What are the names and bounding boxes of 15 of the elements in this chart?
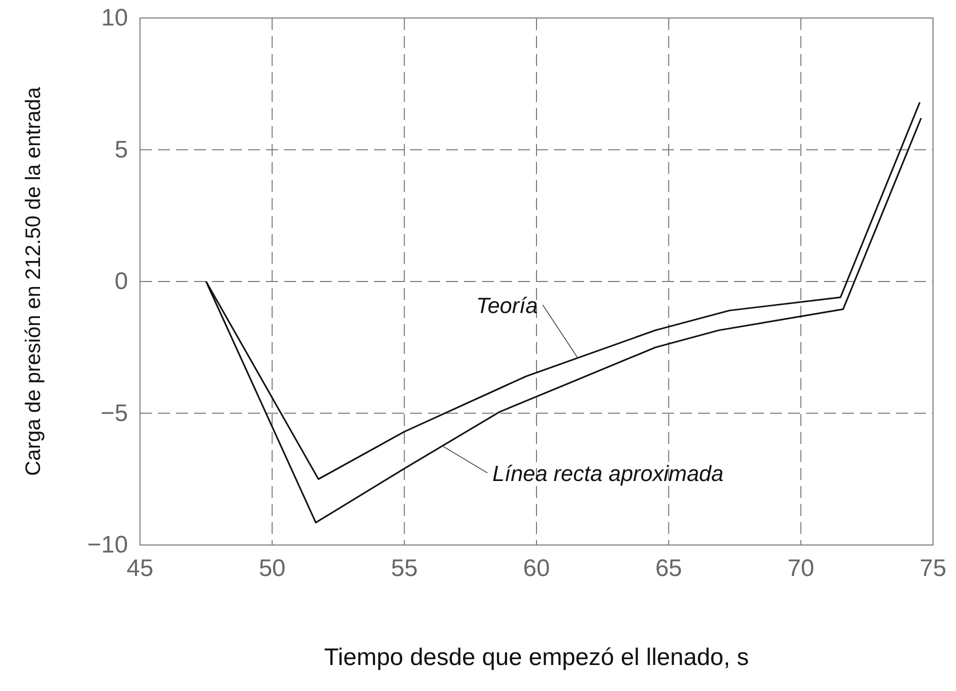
x-tick-label: 65: [655, 555, 682, 582]
text: Teoría: [476, 292, 538, 318]
y-tick-label: −5: [100, 400, 128, 427]
y-tick-label: 0: [114, 268, 128, 296]
x-tick-label: 60: [523, 555, 550, 582]
x-tick-label: 50: [258, 555, 286, 582]
x-axis-title: Tiempo desde que empezó el llenado, s: [324, 644, 749, 671]
x-tick-label: 70: [787, 555, 814, 582]
y-tick-label: 5: [114, 136, 128, 164]
x-tick-label: 55: [390, 555, 418, 582]
x-tick-label: 45: [126, 555, 154, 582]
x-tick-label: 75: [920, 555, 946, 582]
y-axis-title: Carga de presión en 212.50 de la entrada: [22, 86, 45, 476]
y-tick-label: −10: [87, 532, 128, 559]
y-tick-label: 10: [101, 4, 128, 32]
